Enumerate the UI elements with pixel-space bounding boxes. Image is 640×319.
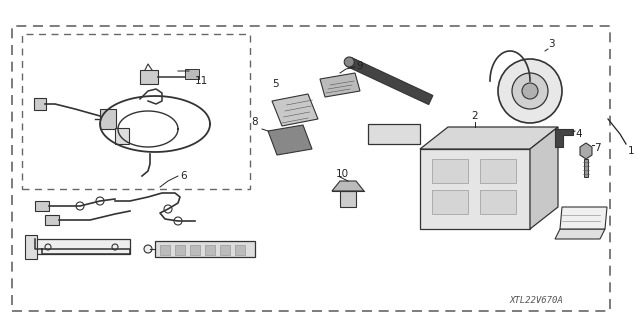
Bar [45,215,59,225]
Text: XTL22V670A: XTL22V670A [510,296,564,305]
Text: 11: 11 [195,76,208,86]
Polygon shape [268,125,312,155]
Bar [502,135,524,149]
Text: 4: 4 [575,129,582,139]
Circle shape [512,73,548,109]
Polygon shape [420,127,558,149]
Text: 7: 7 [594,143,600,153]
Polygon shape [347,57,433,105]
Text: 9: 9 [356,61,363,71]
Bar [35,201,49,211]
Circle shape [344,57,354,67]
Bar [12,26,610,311]
Text: 6: 6 [180,171,187,181]
Bar [432,190,468,214]
Text: 3: 3 [548,39,555,49]
Bar [22,34,250,189]
Bar [175,245,185,255]
Text: 5: 5 [272,79,278,89]
Polygon shape [272,94,318,126]
Bar [480,159,516,183]
Polygon shape [555,229,605,239]
Polygon shape [368,124,420,144]
Polygon shape [584,159,588,177]
Bar [35,239,130,254]
Bar [235,245,245,255]
Bar [155,241,255,257]
Bar [205,245,215,255]
Bar [25,235,37,259]
Bar [160,245,170,255]
Text: 2: 2 [472,111,478,121]
Polygon shape [340,191,356,207]
Bar [185,69,199,79]
Bar [432,159,468,183]
Polygon shape [530,127,558,229]
Bar [140,70,158,84]
Bar [34,98,46,110]
Polygon shape [555,129,573,147]
Bar [420,149,530,229]
Text: 10: 10 [336,169,349,179]
Text: 8: 8 [252,117,258,127]
Bar [220,245,230,255]
Polygon shape [332,181,364,191]
Bar [480,190,516,214]
Text: 1: 1 [628,146,635,156]
Circle shape [144,245,152,253]
Bar [100,109,116,129]
Polygon shape [560,207,607,229]
Circle shape [498,59,562,123]
Polygon shape [580,143,592,159]
Bar [115,128,129,144]
Bar [190,245,200,255]
Circle shape [522,83,538,99]
Polygon shape [320,73,360,97]
